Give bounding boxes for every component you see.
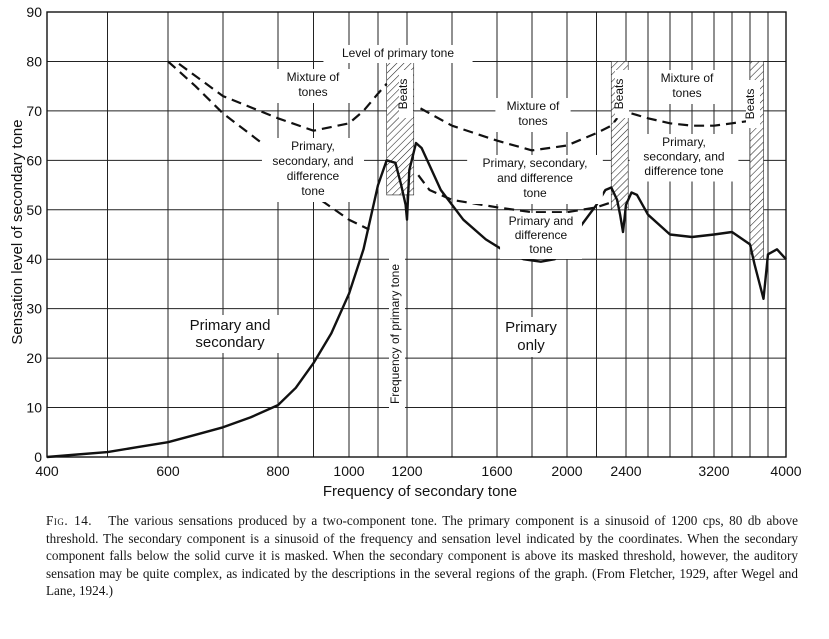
region-label: Primary and difference tone bbox=[509, 214, 574, 256]
label-line: Primary, secondary, bbox=[483, 156, 588, 170]
x-tick-label: 1200 bbox=[391, 463, 422, 479]
label-line: Primary bbox=[505, 319, 557, 336]
beats-label-bg bbox=[746, 80, 760, 128]
x-tick-label: 4000 bbox=[770, 463, 801, 479]
label-line: secondary bbox=[195, 334, 265, 351]
label-line: secondary, and bbox=[272, 154, 353, 168]
x-tick-label: 400 bbox=[35, 463, 59, 479]
plot-frame bbox=[46, 11, 787, 458]
caption-text: The various sensations produced by a two… bbox=[46, 513, 798, 599]
label-line: Primary, bbox=[291, 139, 335, 153]
beats-label: Beats bbox=[743, 89, 757, 120]
region-label: Primary, secondary, and difference tone bbox=[483, 156, 588, 200]
dashed-boundary-line bbox=[631, 112, 751, 127]
label-background bbox=[275, 69, 351, 103]
x-tick-label: 600 bbox=[156, 463, 180, 479]
x-axis-title: Frequency of secondary tone bbox=[323, 483, 517, 500]
y-tick-label: 0 bbox=[34, 449, 42, 465]
y-tick-label: 50 bbox=[26, 202, 42, 218]
x-tick-label: 1600 bbox=[481, 463, 512, 479]
y-tick-label: 40 bbox=[26, 251, 42, 267]
y-tick-label: 10 bbox=[26, 400, 42, 416]
x-tick-label: 2000 bbox=[551, 463, 582, 479]
label-background bbox=[495, 98, 571, 132]
label-line: Level of primary tone bbox=[342, 46, 454, 60]
x-tick-label: 1000 bbox=[333, 463, 364, 479]
region-label: Primary and secondary bbox=[190, 317, 271, 351]
label-background bbox=[467, 155, 603, 204]
label-line: Primary, bbox=[662, 135, 706, 149]
masked-threshold-curve bbox=[46, 141, 787, 459]
label-background bbox=[389, 254, 405, 414]
y-tick-label: 70 bbox=[26, 103, 42, 119]
label-line: and difference bbox=[497, 171, 573, 185]
region-label: Mixture of tones bbox=[287, 70, 340, 99]
series-lines bbox=[46, 60, 787, 459]
label-background bbox=[497, 317, 565, 357]
y-tick-label: 60 bbox=[26, 152, 42, 168]
label-background bbox=[629, 134, 739, 182]
label-line: tone bbox=[529, 242, 553, 256]
beats-label-bg bbox=[615, 70, 629, 118]
label-line: only bbox=[517, 337, 545, 354]
beats-label-bg bbox=[399, 70, 413, 118]
region-label: Primary only bbox=[505, 319, 557, 354]
tick-labels: 400 600 800 1000 1200 1600 2000 2400 3200 4000 0 10… bbox=[26, 4, 801, 479]
beats-label: Beats bbox=[612, 79, 626, 110]
label-background bbox=[649, 70, 725, 104]
beats-label: Beats bbox=[396, 79, 410, 110]
x-tick-label: 2400 bbox=[610, 463, 641, 479]
y-axis-title: Sensation level of secondary tone bbox=[9, 119, 26, 344]
label-line: difference bbox=[287, 169, 340, 183]
dashed-boundary-line bbox=[178, 63, 388, 132]
label-background bbox=[323, 45, 473, 63]
label-line: Mixture of bbox=[287, 70, 340, 84]
region-label: Mixture of tones bbox=[661, 71, 714, 100]
label-line: Primary and bbox=[190, 317, 271, 334]
label-line: Mixture of bbox=[507, 99, 560, 113]
masking-chart: 400 600 800 1000 1200 1600 2000 2400 3200 4000 0 10… bbox=[9, 4, 802, 500]
y-tick-label: 80 bbox=[26, 53, 42, 69]
label-line: tone bbox=[523, 186, 547, 200]
label-line: secondary, and bbox=[643, 150, 724, 164]
x-tick-label: 3200 bbox=[698, 463, 729, 479]
level-of-primary-tone-label: Level of primary tone bbox=[342, 46, 454, 60]
region-label: Mixture of tones bbox=[507, 99, 560, 128]
label-background bbox=[179, 315, 281, 353]
x-tick-label: 800 bbox=[266, 463, 290, 479]
frequency-of-primary-tone-label: Frequency of primary tone bbox=[388, 264, 402, 404]
region-label: Primary, secondary, and difference tone bbox=[272, 139, 353, 198]
label-background bbox=[500, 213, 582, 259]
label-line: tone bbox=[301, 184, 325, 198]
region-label: Primary, secondary, and difference tone bbox=[643, 135, 724, 178]
label-line: difference tone bbox=[644, 164, 723, 178]
label-line: Primary and bbox=[509, 214, 574, 228]
label-line: tones bbox=[672, 86, 701, 100]
dashed-boundary-line bbox=[419, 107, 618, 152]
label-background bbox=[261, 138, 365, 202]
label-line: Mixture of bbox=[661, 71, 714, 85]
y-tick-label: 90 bbox=[26, 4, 42, 20]
figure-caption: Fig. 14. The various sensations produced… bbox=[46, 512, 798, 600]
figure-label: Fig. 14. bbox=[46, 513, 93, 528]
y-tick-label: 20 bbox=[26, 350, 42, 366]
label-line: tones bbox=[298, 85, 327, 99]
label-line: tones bbox=[518, 114, 547, 128]
dashed-boundary-line bbox=[417, 174, 612, 214]
label-line: difference bbox=[515, 228, 568, 242]
y-tick-label: 30 bbox=[26, 301, 42, 317]
